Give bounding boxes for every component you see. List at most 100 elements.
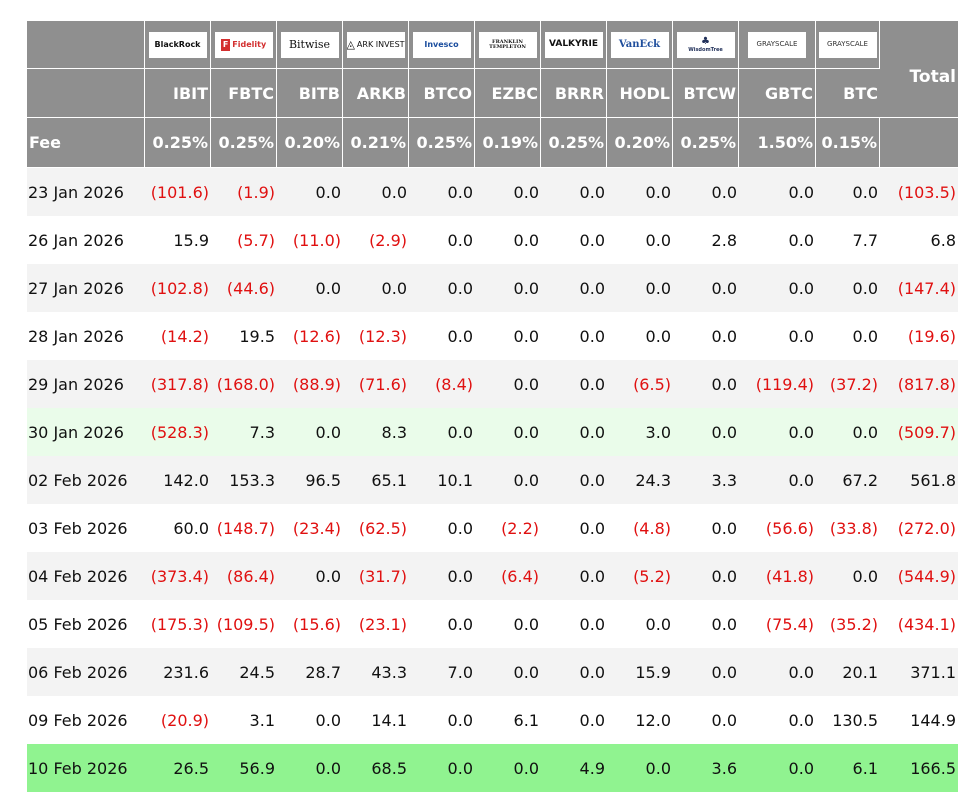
flow-cell-brrr: 0.0 <box>541 360 607 408</box>
flow-cell-arkb: 0.0 <box>343 168 409 216</box>
table-row: 02 Feb 2026 142.0 153.3 96.5 65.1 10.1 0.0 0.0 2… <box>27 456 958 504</box>
flow-cell-fbtc: (109.5) <box>211 600 277 648</box>
flow-cell-bitb: 0.0 <box>277 264 343 312</box>
flow-cell-gbtc: 0.0 <box>739 744 816 792</box>
row-total: (509.7) <box>880 408 958 456</box>
flow-cell-gbtc: (75.4) <box>739 600 816 648</box>
flow-cell-fbtc: 153.3 <box>211 456 277 504</box>
vaneck-logo: VanEck <box>610 31 669 58</box>
flow-cell-ezbc: 0.0 <box>475 360 541 408</box>
flow-cell-hodl: (4.8) <box>607 504 673 552</box>
ticker-btc: BTC <box>816 69 880 118</box>
flow-cell-brrr: 0.0 <box>541 264 607 312</box>
flow-cell-btc: 0.0 <box>816 168 880 216</box>
flow-cell-arkb: (23.1) <box>343 600 409 648</box>
invesco-logo: Invesco <box>412 31 471 58</box>
flow-cell-ezbc: 0.0 <box>475 216 541 264</box>
fee-btco: 0.25% <box>409 118 475 168</box>
flow-cell-ibit: (20.9) <box>145 696 211 744</box>
row-total: (817.8) <box>880 360 958 408</box>
flow-cell-btcw: 2.8 <box>673 216 739 264</box>
row-total: (19.6) <box>880 312 958 360</box>
flow-cell-ezbc: (6.4) <box>475 552 541 600</box>
issuer-logo-wisdomtree: ♣ WisdomTree <box>673 21 739 69</box>
etf-flows-table: BlackRock F Fidelity Bitwise ◬ ARK INVEST … <box>27 21 958 792</box>
flow-cell-hodl: (6.5) <box>607 360 673 408</box>
fee-btcw: 0.25% <box>673 118 739 168</box>
flow-cell-ezbc: 6.1 <box>475 696 541 744</box>
flow-cell-brrr: 4.9 <box>541 744 607 792</box>
issuer-logo-ark: ◬ ARK INVEST <box>343 21 409 69</box>
row-date: 06 Feb 2026 <box>27 648 145 696</box>
row-date: 27 Jan 2026 <box>27 264 145 312</box>
table-row: 06 Feb 2026 231.6 24.5 28.7 43.3 7.0 0.0 0.0 15.… <box>27 648 958 696</box>
flow-cell-ezbc: 0.0 <box>475 456 541 504</box>
flow-cell-brrr: 0.0 <box>541 504 607 552</box>
flow-cell-ibit: 231.6 <box>145 648 211 696</box>
grayscale-logo: GRAYSCALE <box>748 31 806 58</box>
flow-cell-btcw: 0.0 <box>673 360 739 408</box>
flow-cell-btco: 0.0 <box>409 408 475 456</box>
row-total: 6.8 <box>880 216 958 264</box>
flow-cell-hodl: 3.0 <box>607 408 673 456</box>
row-date: 28 Jan 2026 <box>27 312 145 360</box>
fee-hodl: 0.20% <box>607 118 673 168</box>
flow-cell-btc: (37.2) <box>816 360 880 408</box>
flow-cell-fbtc: (148.7) <box>211 504 277 552</box>
row-date: 03 Feb 2026 <box>27 504 145 552</box>
flow-cell-ibit: 142.0 <box>145 456 211 504</box>
table-row: 26 Jan 2026 15.9 (5.7) (11.0) (2.9) 0.0 0.0 0.0… <box>27 216 958 264</box>
flow-cell-ezbc: (2.2) <box>475 504 541 552</box>
flow-cell-ibit: (102.8) <box>145 264 211 312</box>
flow-cell-hodl: 0.0 <box>607 312 673 360</box>
flow-cell-btc: (35.2) <box>816 600 880 648</box>
flow-cell-fbtc: 7.3 <box>211 408 277 456</box>
flow-cell-brrr: 0.0 <box>541 600 607 648</box>
flow-cell-btc: 0.0 <box>816 408 880 456</box>
flow-cell-btco: 0.0 <box>409 552 475 600</box>
issuer-logo-blackrock: BlackRock <box>145 21 211 69</box>
table-row: 30 Jan 2026 (528.3) 7.3 0.0 8.3 0.0 0.0 0.0 3.0 0… <box>27 408 958 456</box>
wisdomtree-logo: ♣ WisdomTree <box>676 31 735 58</box>
flow-cell-btco: (8.4) <box>409 360 475 408</box>
fee-total-blank <box>880 118 958 168</box>
flow-cell-bitb: (12.6) <box>277 312 343 360</box>
flow-cell-btco: 0.0 <box>409 600 475 648</box>
flow-cell-ezbc: 0.0 <box>475 264 541 312</box>
flow-cell-gbtc: (56.6) <box>739 504 816 552</box>
flow-cell-hodl: 0.0 <box>607 744 673 792</box>
row-date: 10 Feb 2026 <box>27 744 145 792</box>
flow-cell-gbtc: 0.0 <box>739 648 816 696</box>
issuer-logo-vaneck: VanEck <box>607 21 673 69</box>
row-date: 30 Jan 2026 <box>27 408 145 456</box>
flow-cell-gbtc: 0.0 <box>739 168 816 216</box>
ticker-ezbc: EZBC <box>475 69 541 118</box>
flow-cell-btcw: 0.0 <box>673 408 739 456</box>
row-date: 09 Feb 2026 <box>27 696 145 744</box>
franklin-templeton-logo: FRANKLIN TEMPLETON <box>478 31 537 58</box>
flow-cell-fbtc: (1.9) <box>211 168 277 216</box>
flow-cell-btco: 0.0 <box>409 744 475 792</box>
flow-cell-brrr: 0.0 <box>541 456 607 504</box>
row-date: 26 Jan 2026 <box>27 216 145 264</box>
flow-cell-bitb: (15.6) <box>277 600 343 648</box>
flow-cell-btcw: 0.0 <box>673 648 739 696</box>
ticker-ibit: IBIT <box>145 69 211 118</box>
flows-body: 23 Jan 2026 (101.6) (1.9) 0.0 0.0 0.0 0.0 0.0 0.… <box>27 168 958 792</box>
ticker-gbtc: GBTC <box>739 69 816 118</box>
flow-cell-ibit: (101.6) <box>145 168 211 216</box>
flow-cell-ezbc: 0.0 <box>475 312 541 360</box>
flow-cell-btco: 0.0 <box>409 504 475 552</box>
flow-cell-btco: 0.0 <box>409 216 475 264</box>
valkyrie-logo: VALKYRIE <box>544 31 603 58</box>
row-date: 29 Jan 2026 <box>27 360 145 408</box>
flow-cell-brrr: 0.0 <box>541 648 607 696</box>
row-date: 04 Feb 2026 <box>27 552 145 600</box>
flow-cell-btcw: 0.0 <box>673 600 739 648</box>
flow-cell-arkb: 65.1 <box>343 456 409 504</box>
fee-arkb: 0.21% <box>343 118 409 168</box>
fee-label: Fee <box>27 118 145 168</box>
flow-cell-hodl: 0.0 <box>607 216 673 264</box>
flow-cell-bitb: (11.0) <box>277 216 343 264</box>
row-total: 371.1 <box>880 648 958 696</box>
